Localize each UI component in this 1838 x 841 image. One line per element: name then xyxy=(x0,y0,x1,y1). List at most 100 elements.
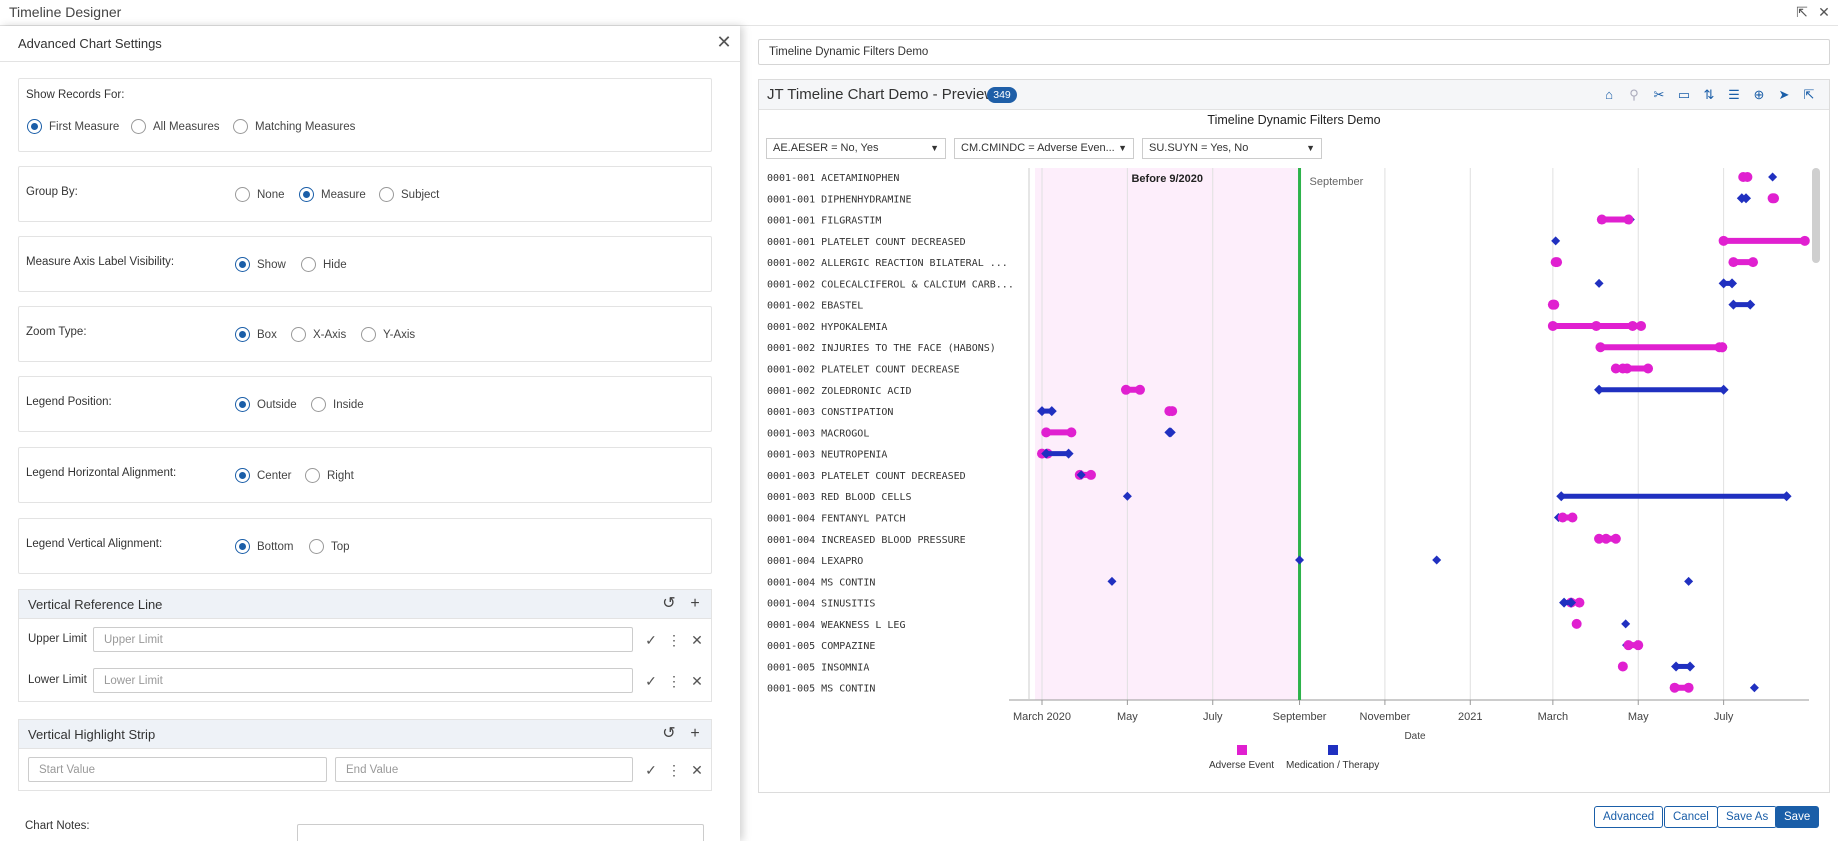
legend-adverse-event[interactable]: Adverse Event xyxy=(1209,745,1274,771)
adverse-event-start xyxy=(1728,257,1739,268)
close-icon[interactable]: ✕ xyxy=(691,762,703,778)
check-icon[interactable]: ✓ xyxy=(645,632,657,648)
close-icon[interactable]: ✕ xyxy=(691,632,703,648)
add-icon[interactable]: + xyxy=(690,595,700,612)
radio-circle[interactable] xyxy=(361,327,376,342)
radio-show[interactable]: Show xyxy=(235,257,286,272)
adverse-event-end xyxy=(1683,682,1694,693)
more-icon[interactable]: ⋮ xyxy=(667,673,681,689)
comment-icon[interactable]: ▭ xyxy=(1677,87,1691,102)
upper-limit-input[interactable] xyxy=(93,627,633,652)
medication-end xyxy=(1727,278,1738,289)
pointer-icon[interactable]: ➤ xyxy=(1778,87,1790,102)
search-icon[interactable]: ⚲ xyxy=(1629,87,1639,102)
export-icon[interactable]: ⇱ xyxy=(1803,87,1815,102)
radio-circle[interactable] xyxy=(235,327,250,342)
radio-circle[interactable] xyxy=(305,468,320,483)
highlight-strip-row: ✓ ⋮ ✕ xyxy=(19,749,713,790)
radio-hide[interactable]: Hide xyxy=(301,257,347,272)
radio-box[interactable]: Box xyxy=(235,327,277,342)
adverse-event-end xyxy=(1567,512,1578,523)
timeline-chart[interactable]: Before 9/2020 March 2020 May July September N… xyxy=(759,80,1829,792)
end-value-input[interactable] xyxy=(335,757,633,782)
adverse-event-end xyxy=(1574,597,1585,608)
crosshair-icon[interactable]: ⊕ xyxy=(1753,87,1765,102)
radio-circle[interactable] xyxy=(235,187,250,202)
adverse-event-start xyxy=(1610,363,1621,374)
radio-bottom[interactable]: Bottom xyxy=(235,539,293,554)
radio-circle[interactable] xyxy=(291,327,306,342)
cancel-button[interactable]: Cancel xyxy=(1664,806,1718,828)
radio-circle[interactable] xyxy=(309,539,324,554)
start-value-input[interactable] xyxy=(28,757,327,782)
more-icon[interactable]: ⋮ xyxy=(667,762,681,778)
timeline-name-input[interactable] xyxy=(758,39,1830,65)
radio-circle[interactable] xyxy=(233,119,248,134)
radio-circle[interactable] xyxy=(235,397,250,412)
radio-subject[interactable]: Subject xyxy=(379,187,439,202)
add-icon[interactable]: + xyxy=(690,725,700,742)
swap-icon[interactable]: ⇅ xyxy=(1703,87,1715,102)
medication-point xyxy=(1621,619,1631,629)
radio-top[interactable]: Top xyxy=(309,539,350,554)
radio-none[interactable]: None xyxy=(235,187,285,202)
sliders-icon[interactable]: ☰ xyxy=(1728,87,1740,102)
radio-circle[interactable] xyxy=(27,119,42,134)
export-icon[interactable]: ⇱ xyxy=(1796,4,1808,20)
reset-icon[interactable]: ↺ xyxy=(662,595,676,612)
panel-header: Advanced Chart Settings ✕ xyxy=(0,26,740,62)
tools-icon[interactable]: ✂ xyxy=(1653,87,1665,102)
more-icon[interactable]: ⋮ xyxy=(667,632,681,648)
advanced-button[interactable]: Advanced xyxy=(1594,806,1664,828)
radio-circle[interactable] xyxy=(311,397,326,412)
filter-dropdown-cmindc[interactable]: CM.CMINDC = Adverse Even... ▼ xyxy=(954,138,1134,159)
radio-circle[interactable] xyxy=(301,257,316,272)
adverse-event-end xyxy=(1623,214,1634,225)
radio-label: Top xyxy=(331,540,350,553)
medication-point xyxy=(1684,576,1694,586)
row-label: 0001-003 PLATELET COUNT DECREASED xyxy=(767,471,966,482)
check-icon[interactable]: ✓ xyxy=(645,673,657,689)
radio-label: Hide xyxy=(323,258,347,271)
filter-dropdown-suyn[interactable]: SU.SUYN = Yes, No ▼ xyxy=(1142,138,1322,159)
save-as-button[interactable]: Save As xyxy=(1717,806,1778,828)
close-icon[interactable]: ✕ xyxy=(1818,4,1830,20)
close-icon[interactable]: ✕ xyxy=(716,32,732,52)
radio-all-measures[interactable]: All Measures xyxy=(131,119,219,134)
lower-limit-input[interactable] xyxy=(93,668,633,693)
radio-circle[interactable] xyxy=(235,468,250,483)
radio-x-axis[interactable]: X-Axis xyxy=(291,327,346,342)
radio-outside[interactable]: Outside xyxy=(235,397,297,412)
medication-end xyxy=(1685,661,1696,672)
radio-right[interactable]: Right xyxy=(305,468,354,483)
reference-line-label: September xyxy=(1310,176,1364,188)
zoom-type-card: Zoom Type: Box X-Axis Y-Axis xyxy=(18,306,712,362)
adverse-event-end xyxy=(1717,342,1728,353)
radio-y-axis[interactable]: Y-Axis xyxy=(361,327,415,342)
filter-dropdown-aeser[interactable]: AE.AESER = No, Yes ▼ xyxy=(766,138,946,159)
upper-limit-label: Upper Limit xyxy=(28,633,87,645)
radio-circle[interactable] xyxy=(131,119,146,134)
radio-center[interactable]: Center xyxy=(235,468,292,483)
radio-circle[interactable] xyxy=(235,539,250,554)
radio-measure[interactable]: Measure xyxy=(299,187,366,202)
radio-label: Right xyxy=(327,469,354,482)
radio-label: Bottom xyxy=(257,540,294,553)
radio-circle[interactable] xyxy=(235,257,250,272)
radio-circle[interactable] xyxy=(299,187,314,202)
radio-inside[interactable]: Inside xyxy=(311,397,364,412)
check-icon[interactable]: ✓ xyxy=(645,762,657,778)
section-header: Vertical Highlight Strip ↺ + xyxy=(19,720,711,749)
reference-line-section: Vertical Reference Line ↺ + Upper Limit … xyxy=(18,589,712,702)
radio-matching-measures[interactable]: Matching Measures xyxy=(233,119,355,134)
reset-icon[interactable]: ↺ xyxy=(662,725,676,742)
radio-circle[interactable] xyxy=(379,187,394,202)
legend-swatch xyxy=(1236,745,1247,755)
chart-notes-textarea[interactable] xyxy=(297,824,704,841)
legend-medication[interactable]: Medication / Therapy xyxy=(1286,745,1379,771)
close-icon[interactable]: ✕ xyxy=(691,673,703,689)
shapes-icon[interactable]: ⌂ xyxy=(1605,87,1613,102)
radio-first-measure[interactable]: First Measure xyxy=(27,119,119,134)
legend-position-label: Legend Position: xyxy=(26,396,112,408)
save-button[interactable]: Save xyxy=(1775,806,1820,828)
